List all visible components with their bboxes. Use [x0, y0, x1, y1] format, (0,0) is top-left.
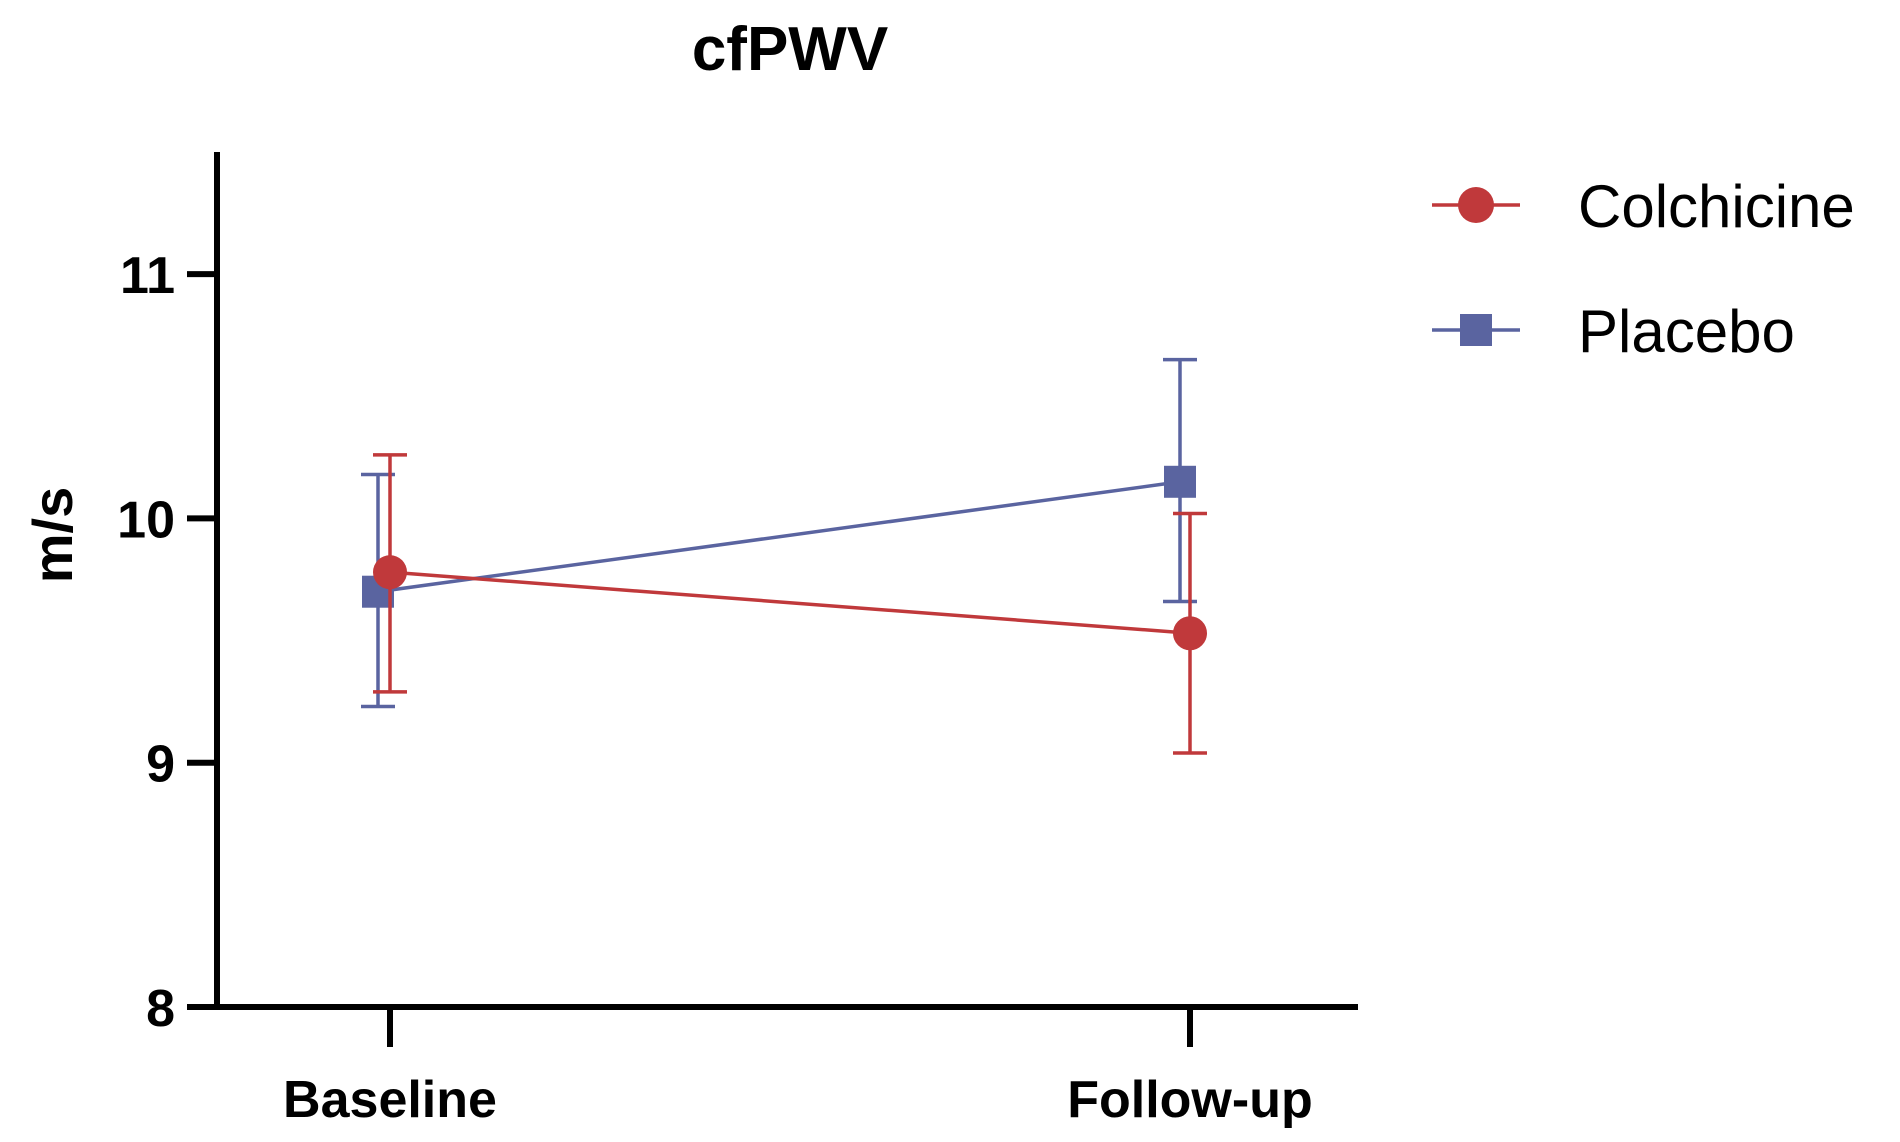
y-tick-label: 9 — [146, 736, 175, 794]
x-tick-label: Follow-up — [1067, 1071, 1312, 1129]
legend-marker-colchicine — [1458, 187, 1494, 223]
data-point-colchicine — [1173, 616, 1207, 651]
data-point-colchicine — [373, 555, 407, 590]
legend-label-colchicine: Colchicine — [1578, 173, 1855, 240]
legend-marker-placebo — [1460, 314, 1492, 346]
data-point-placebo — [1164, 465, 1196, 498]
series-line-colchicine — [389, 570, 1191, 635]
series-line-placebo — [377, 480, 1181, 594]
legend: Colchicine Placebo — [1432, 173, 1855, 365]
chart-title: cfPWV — [692, 15, 888, 84]
axes: 8 9 10 11 Baseline Follow-up — [117, 152, 1358, 1129]
series-layer — [361, 357, 1207, 755]
y-tick-label: 10 — [117, 491, 175, 549]
x-tick-label: Baseline — [283, 1071, 497, 1129]
legend-label-placebo: Placebo — [1578, 298, 1795, 365]
y-axis-label: m/s — [21, 487, 84, 584]
y-tick-label: 11 — [120, 247, 175, 305]
y-tick-label: 8 — [146, 980, 175, 1038]
